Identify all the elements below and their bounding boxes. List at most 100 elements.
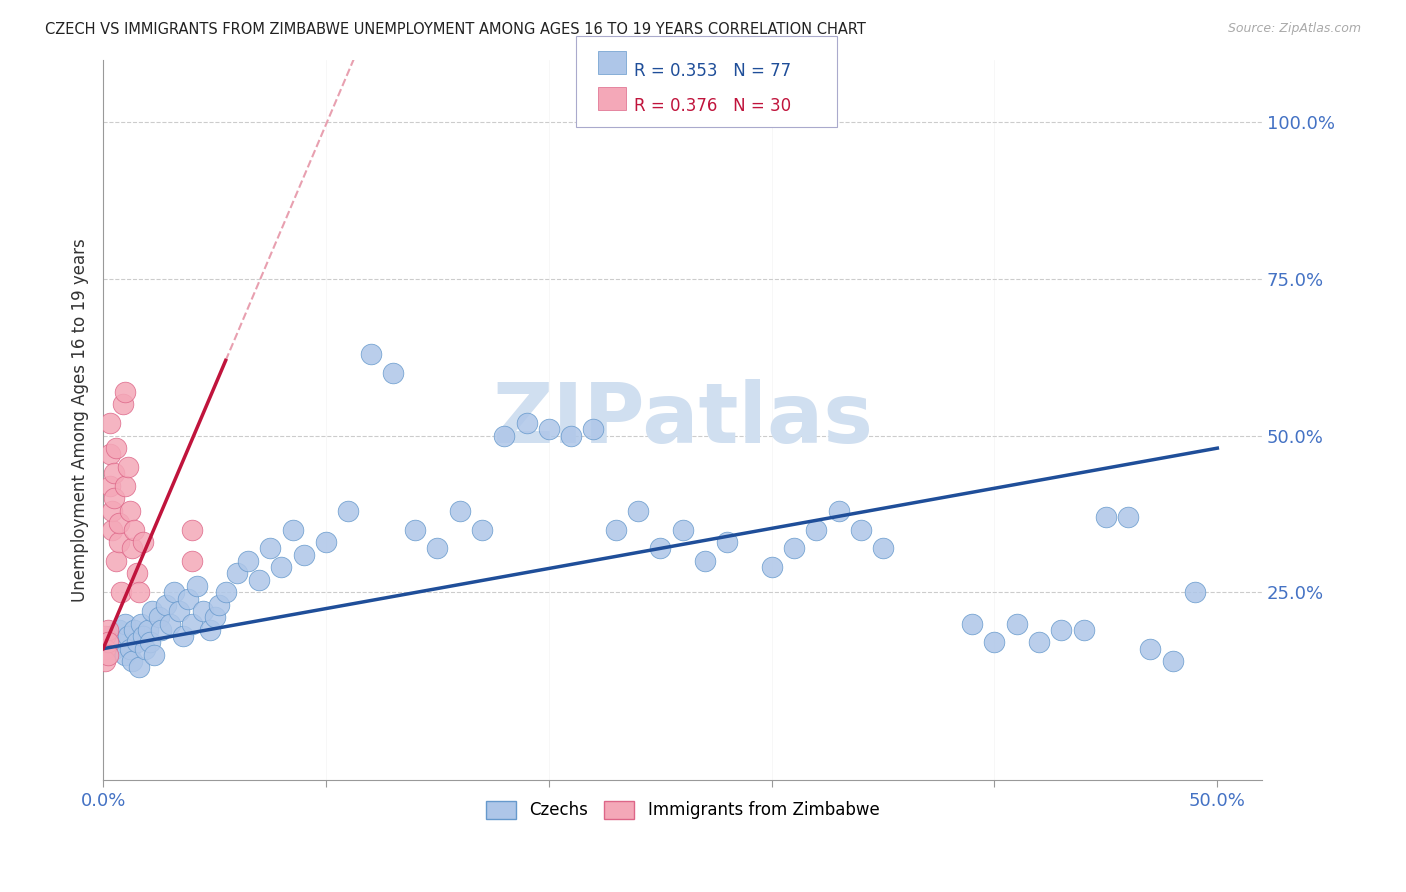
Point <box>208 598 231 612</box>
Point <box>1073 623 1095 637</box>
Point <box>114 479 136 493</box>
Point <box>125 635 148 649</box>
Point <box>605 523 627 537</box>
Point <box>132 535 155 549</box>
Point <box>98 416 121 430</box>
Point <box>103 641 125 656</box>
Point <box>98 479 121 493</box>
Text: R = 0.353   N = 77: R = 0.353 N = 77 <box>634 62 792 79</box>
Y-axis label: Unemployment Among Ages 16 to 19 years: Unemployment Among Ages 16 to 19 years <box>72 238 89 602</box>
Point <box>136 623 159 637</box>
Point <box>114 616 136 631</box>
Point <box>650 541 672 556</box>
Point <box>671 523 693 537</box>
Point <box>129 616 152 631</box>
Point <box>107 535 129 549</box>
Point <box>426 541 449 556</box>
Point <box>1139 641 1161 656</box>
Point <box>118 504 141 518</box>
Point <box>537 422 560 436</box>
Point <box>105 554 128 568</box>
Text: CZECH VS IMMIGRANTS FROM ZIMBABWE UNEMPLOYMENT AMONG AGES 16 TO 19 YEARS CORRELA: CZECH VS IMMIGRANTS FROM ZIMBABWE UNEMPL… <box>45 22 866 37</box>
Point <box>159 616 181 631</box>
Point <box>761 560 783 574</box>
Point <box>112 397 135 411</box>
Point <box>960 616 983 631</box>
Point <box>186 579 208 593</box>
Point <box>103 491 125 506</box>
Point <box>124 623 146 637</box>
Text: ZIPatlas: ZIPatlas <box>492 379 873 460</box>
Point <box>117 629 139 643</box>
Point <box>97 648 120 662</box>
Point <box>849 523 872 537</box>
Point <box>1095 510 1118 524</box>
Point <box>215 585 238 599</box>
Point <box>1184 585 1206 599</box>
Point <box>97 635 120 649</box>
Point <box>103 467 125 481</box>
Point <box>360 347 382 361</box>
Point <box>1050 623 1073 637</box>
Legend: Czechs, Immigrants from Zimbabwe: Czechs, Immigrants from Zimbabwe <box>479 794 886 826</box>
Point <box>121 654 143 668</box>
Point <box>110 635 132 649</box>
Point <box>449 504 471 518</box>
Point <box>827 504 849 518</box>
Point <box>181 616 204 631</box>
Text: R = 0.376   N = 30: R = 0.376 N = 30 <box>634 97 792 115</box>
Point <box>494 428 516 442</box>
Point <box>128 660 150 674</box>
Point <box>198 623 221 637</box>
Point <box>560 428 582 442</box>
Point <box>132 629 155 643</box>
Point <box>124 523 146 537</box>
Point <box>101 504 124 518</box>
Point <box>259 541 281 556</box>
Point <box>270 560 292 574</box>
Point <box>148 610 170 624</box>
Point <box>315 535 337 549</box>
Point <box>872 541 894 556</box>
Point <box>98 629 121 643</box>
Point <box>783 541 806 556</box>
Point <box>1161 654 1184 668</box>
Point <box>716 535 738 549</box>
Point <box>204 610 226 624</box>
Point <box>193 604 215 618</box>
Point <box>471 523 494 537</box>
Point <box>101 523 124 537</box>
Point <box>292 548 315 562</box>
Point <box>181 523 204 537</box>
Point <box>114 384 136 399</box>
Point <box>155 598 177 612</box>
Point <box>337 504 360 518</box>
Point <box>172 629 194 643</box>
Point <box>1005 616 1028 631</box>
Point <box>143 648 166 662</box>
Point <box>107 623 129 637</box>
Point <box>141 604 163 618</box>
Point <box>582 422 605 436</box>
Point <box>381 366 404 380</box>
Point <box>134 641 156 656</box>
Point <box>627 504 650 518</box>
Point <box>98 447 121 461</box>
Point <box>167 604 190 618</box>
Point <box>110 585 132 599</box>
Point <box>181 554 204 568</box>
Point <box>225 566 247 581</box>
Point <box>1028 635 1050 649</box>
Point <box>94 629 117 643</box>
Point <box>107 516 129 531</box>
Point <box>117 459 139 474</box>
Point <box>177 591 200 606</box>
Point <box>94 654 117 668</box>
Point <box>105 441 128 455</box>
Point <box>247 573 270 587</box>
Point <box>128 585 150 599</box>
Point <box>139 635 162 649</box>
Point <box>163 585 186 599</box>
Point <box>515 416 537 430</box>
Point <box>121 541 143 556</box>
